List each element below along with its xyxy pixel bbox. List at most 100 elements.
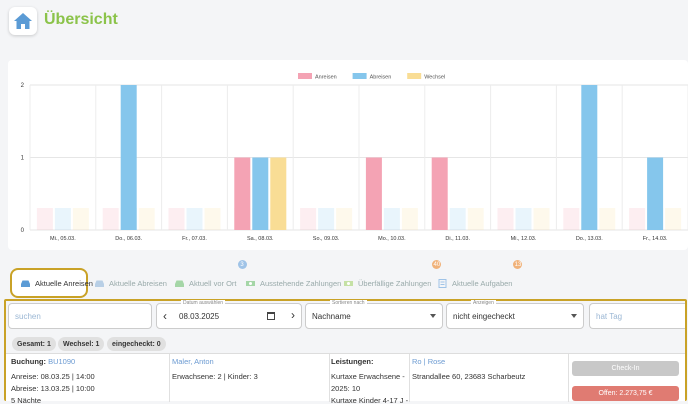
legend-label: Wechsel [424,75,445,81]
home-button[interactable] [9,7,37,35]
bar-shadow [36,208,53,230]
tab-label: Aktuelle Anreisen [35,278,93,288]
change-chip: Wechsel: 1 [58,337,105,351]
bar-anreisen [365,157,382,230]
bar-shadow [138,208,155,230]
services-label: Leistungen: [331,357,374,366]
legend-swatch [298,73,312,79]
bar-abreisen [647,157,664,230]
service-line: 2025: 10 [331,384,361,393]
car-icon [20,279,31,288]
tab-ausstehende-zahlungen[interactable]: Ausstehende Zahlungen [245,268,341,298]
status-label: Anzeigen [471,300,496,306]
chevron-left-icon[interactable]: ‹ [163,309,167,323]
bar-shadow [300,208,317,230]
chevron-down-icon [571,314,577,318]
booking-id-link[interactable]: BU1090 [48,357,76,366]
tab-aktuelle-aufgaben[interactable]: Aktuelle Aufgaben 13 [437,260,523,298]
status-select[interactable]: Anzeigen nicht eingecheckt [446,300,584,329]
bar-shadow [563,208,580,230]
legend-label: Abreisen [370,75,392,81]
bar-shadow [383,208,400,230]
calendar-icon[interactable] [267,312,275,320]
column-divider [329,354,330,402]
tab-badge: 3 [237,260,247,269]
guest-name-link[interactable]: Maler, Anton [172,357,214,366]
bar-shadow [186,208,203,230]
bar-shadow [318,208,335,230]
column-divider [169,354,170,402]
tab-label: Ausstehende Zahlungen [260,278,342,288]
sort-value: Nachname [312,311,351,321]
date-picker[interactable]: Datum auswählen ‹ 08.03.2025 › [156,300,302,329]
tab-ueberfaellige-zahlungen[interactable]: Überfällige Zahlungen 40 [343,260,442,298]
bar-abreisen [120,85,137,230]
bar-shadow [204,208,221,230]
x-tick-label: So., 09.03. [313,236,340,242]
chevron-down-icon [430,314,436,318]
page-title: Übersicht [44,11,118,28]
car-icon [94,279,105,288]
legend-swatch [407,73,422,79]
bar-shadow [449,208,466,230]
tab-aktuell-vor-ort[interactable]: Aktuell vor Ort 3 [174,260,247,298]
date-value: 08.03.2025 [179,311,220,321]
x-tick-label: Mo., 10.03. [378,236,406,242]
booking-info: Buchung: BU1090 Anreise: 08.03.25 | 14:0… [11,356,166,404]
check-in-button[interactable]: Check-In [572,361,679,376]
booking-row[interactable]: Buchung: BU1090 Anreise: 08.03.25 | 14:0… [6,353,685,404]
x-tick-label: Fr., 07.03. [182,236,207,242]
bar-shadow [497,208,514,230]
bar-shadow [72,208,89,230]
bar-shadow [629,208,646,230]
booking-label: Buchung: [11,357,46,366]
tab-aktuelle-anreisen[interactable]: Aktuelle Anreisen [10,268,93,298]
legend-swatch [352,73,367,79]
tab-aktuelle-abreisen[interactable]: Aktuelle Abreisen [94,268,167,298]
y-tick-label: 2 [21,83,25,89]
y-tick-label: 0 [21,228,25,234]
tab-badge: 40 [432,260,442,269]
arrivals-panel: suchen Datum auswählen ‹ 08.03.2025 › So… [4,299,687,404]
arrival-time: Anreise: 08.03.25 | 14:00 [11,372,95,381]
tab-badge: 13 [513,260,523,269]
date-label: Datum auswählen [181,300,226,306]
overview-tabs: Aktuelle Anreisen Aktuelle Abreisen Aktu… [0,260,688,300]
day-filter-input[interactable]: hat Tag [589,303,685,329]
property-info: Ro | Rose Strandallee 60, 23683 Scharbeu… [412,356,567,383]
bar-shadow [665,208,682,230]
bar-wechsel [270,157,287,230]
sort-label: Sortieren nach [330,300,367,306]
chevron-right-icon[interactable]: › [291,308,295,322]
service-line: Kurtaxe Kinder 4-17 J - [331,396,409,404]
bar-shadow [168,208,185,230]
bar-shadow [467,208,484,230]
legend-label: Anreisen [315,75,337,81]
bar-shadow [54,208,71,230]
checked-in-chip: eingecheckt: 0 [107,337,166,351]
tab-label: Aktuell vor Ort [189,278,237,288]
bar-shadow [599,208,616,230]
bar-shadow [401,208,418,230]
sort-select[interactable]: Sortieren nach Nachname [305,300,443,329]
property-link[interactable]: Ro | Rose [412,357,446,366]
departure-time: Abreise: 13.03.25 | 10:00 [11,384,95,393]
bookings-chart: 0 1 2 Mi., 05.03. Do., 06.03. Fr., 07.03. Sa.,… [8,60,688,250]
column-divider [409,354,410,402]
bar-shadow [533,208,550,230]
nights-count: 5 Nächte [11,396,42,404]
car-icon [174,279,185,288]
bar-shadow [102,208,119,230]
x-tick-label: Fr., 14.03. [643,236,668,242]
money-icon [343,279,354,288]
x-tick-label: Mi., 12.03. [511,236,537,242]
x-tick-label: Mi., 05.03. [50,236,76,242]
bar-anreisen [234,157,251,230]
open-payment-button[interactable]: Offen: 2.273,75 € [572,386,679,401]
guest-info: Maler, Anton Erwachsene: 2 | Kinder: 3 [172,356,327,383]
search-input[interactable]: suchen [8,303,152,329]
tab-label: Aktuelle Abreisen [109,278,167,288]
x-tick-label: Di., 11.03. [445,236,470,242]
bar-abreisen [252,157,269,230]
x-tick-label: Sa., 08.03. [247,236,274,242]
